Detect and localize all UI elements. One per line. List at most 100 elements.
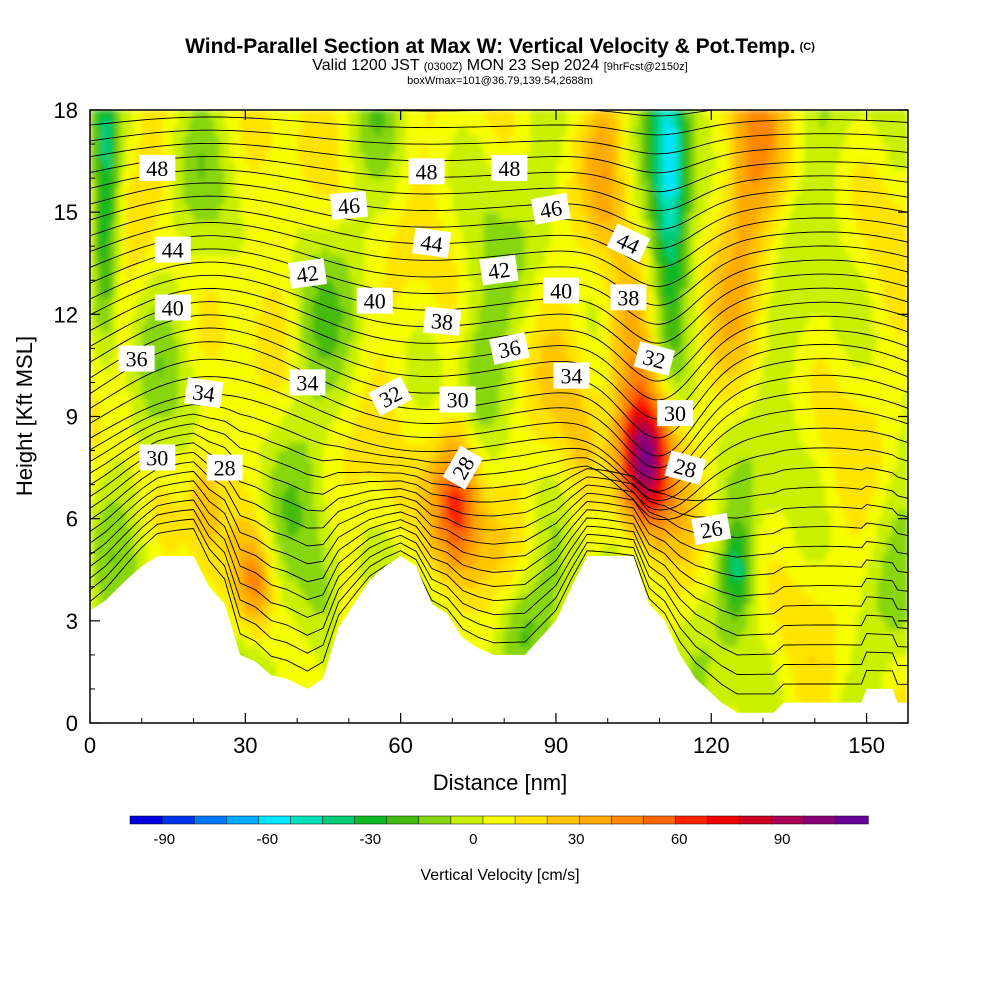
field-cell <box>198 501 205 511</box>
field-cell <box>172 501 179 511</box>
field-cell <box>276 552 283 562</box>
field-cell <box>286 110 293 120</box>
field-cell <box>359 152 365 162</box>
field-cell <box>364 390 371 401</box>
field-cell <box>281 195 288 205</box>
field-cell <box>286 127 293 137</box>
field-cell <box>416 339 422 349</box>
field-cell <box>219 535 226 545</box>
field-cell <box>121 271 127 281</box>
field-cell <box>317 186 324 196</box>
field-cell <box>260 552 267 562</box>
field-cell <box>431 552 438 562</box>
field-cell <box>312 305 319 315</box>
field-cell <box>400 297 407 307</box>
field-cell <box>209 552 215 562</box>
field-cell <box>416 484 422 494</box>
field-cell <box>421 254 428 264</box>
field-cell <box>286 314 293 324</box>
field-cell <box>410 186 417 196</box>
field-cell <box>100 459 107 469</box>
field-cell <box>338 552 345 562</box>
field-cell <box>90 552 96 562</box>
field-cell <box>115 118 122 128</box>
field-cell <box>193 467 200 477</box>
field-cell <box>343 450 350 460</box>
field-cell <box>224 237 231 247</box>
field-cell <box>260 646 267 656</box>
field-cell <box>348 425 355 435</box>
field-cell <box>442 416 448 426</box>
field-cell <box>172 348 179 358</box>
field-cell <box>100 212 107 222</box>
field-cell <box>369 237 376 247</box>
field-cell <box>333 271 340 281</box>
field-cell <box>229 186 236 196</box>
field-cell <box>105 425 112 435</box>
field-cell <box>297 663 303 673</box>
field-cell <box>178 118 184 128</box>
field-cell <box>250 169 257 179</box>
field-cell <box>219 433 226 443</box>
field-cell <box>250 161 257 171</box>
field-cell <box>447 578 454 588</box>
field-cell <box>436 356 443 367</box>
field-cell <box>136 416 143 426</box>
field-cell <box>276 195 283 205</box>
field-cell <box>369 356 376 367</box>
field-cell <box>224 212 231 222</box>
field-cell <box>333 459 340 469</box>
field-cell <box>152 110 158 120</box>
field-cell <box>162 390 169 401</box>
field-cell <box>416 127 422 137</box>
field-cell <box>260 118 267 128</box>
field-cell <box>271 203 277 213</box>
field-cell <box>146 501 153 511</box>
field-cell <box>126 433 133 443</box>
field-cell <box>322 399 329 409</box>
field-cell <box>297 646 303 656</box>
field-cell <box>343 407 350 418</box>
field-cell <box>131 467 138 477</box>
field-cell <box>328 629 334 639</box>
field-cell <box>276 280 283 290</box>
field-cell <box>214 356 221 367</box>
field-cell <box>276 510 283 520</box>
field-cell <box>348 186 355 196</box>
field-cell <box>317 280 324 290</box>
field-cell <box>234 280 241 290</box>
field-cell <box>436 331 443 341</box>
field-cell <box>245 348 252 358</box>
field-cell <box>328 561 334 571</box>
field-cell <box>255 110 262 120</box>
field-cell <box>255 510 262 520</box>
field-cell <box>312 390 319 401</box>
field-cell <box>126 246 133 256</box>
field-cell <box>260 586 267 596</box>
field-cell <box>115 433 122 443</box>
field-cell <box>359 127 365 137</box>
field-cell <box>281 220 288 230</box>
field-cell <box>266 476 272 486</box>
field-cell <box>245 433 252 443</box>
field-cell <box>416 263 422 273</box>
field-cell <box>219 518 226 528</box>
field-cell <box>328 348 334 358</box>
field-cell <box>390 118 397 128</box>
field-cell <box>167 382 174 392</box>
field-cell <box>328 212 334 222</box>
field-cell <box>442 603 448 613</box>
field-cell <box>359 433 365 443</box>
field-cell <box>338 246 345 256</box>
field-cell <box>198 135 205 145</box>
field-cell <box>255 484 262 494</box>
field-cell <box>188 416 195 426</box>
field-cell <box>328 365 334 375</box>
field-cell <box>328 390 334 401</box>
field-cell <box>333 442 340 452</box>
field-cell <box>255 586 262 596</box>
field-cell <box>255 135 262 145</box>
field-cell <box>421 186 428 196</box>
field-cell <box>260 280 267 290</box>
field-cell <box>405 356 412 367</box>
